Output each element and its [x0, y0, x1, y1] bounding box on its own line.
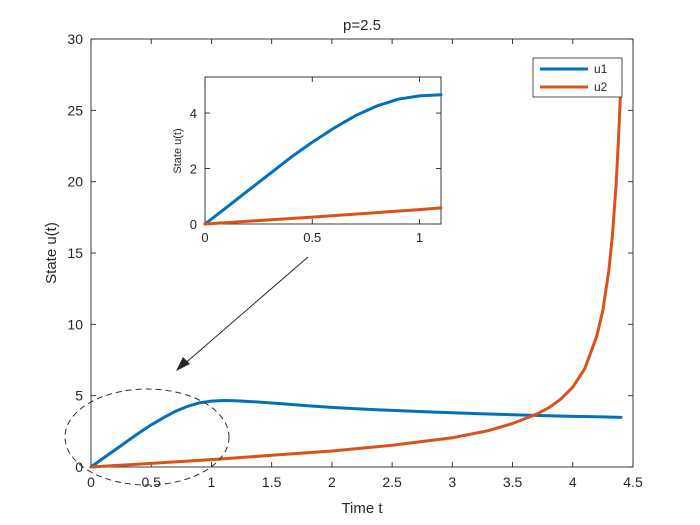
- main-x-tick-label-9: 4.5: [623, 474, 643, 490]
- inset-plot-area: [204, 76, 442, 225]
- legend-box: [532, 57, 623, 98]
- main-y-tick-label-0: 0: [75, 459, 83, 475]
- main-x-tick-label-7: 3.5: [503, 474, 523, 490]
- zoom-arrow-head: [176, 357, 190, 371]
- main-y-tick-label-1: 5: [75, 388, 83, 404]
- inset-y-tick-label-2: 4: [190, 106, 197, 121]
- legend-u2-label: u2: [594, 80, 608, 94]
- inset-x-tick-label-0: 0: [201, 230, 208, 245]
- main-x-tick-label-0: 0: [87, 474, 95, 490]
- main-x-tick-label-1: 0.5: [141, 474, 161, 490]
- main-y-tick-label-5: 25: [67, 102, 83, 118]
- legend-u1-label: u1: [594, 62, 608, 76]
- main-series: [89, 80, 623, 469]
- chart-title: p=2.5: [343, 17, 381, 34]
- main-y-tick-label-3: 15: [67, 245, 83, 261]
- main-y-tick-label-4: 20: [67, 174, 83, 190]
- inset-axes: 0 0.5 1 0 2 4 State u(t): [172, 76, 443, 245]
- zoom-arrow: [176, 256, 309, 371]
- main-x-tick-label-4: 2: [328, 474, 336, 490]
- main-x-tick-label-5: 2.5: [382, 474, 402, 490]
- main-y-tick-label-2: 10: [67, 316, 83, 332]
- main-x-tick-label-3: 1.5: [262, 474, 282, 490]
- y-axis-label: State u(t): [43, 222, 60, 284]
- main-x-tick-label-6: 3: [448, 474, 456, 490]
- inset-series-line-u2: [203, 206, 443, 226]
- inset-y-tick-label-0: 0: [190, 217, 197, 232]
- zoom-region-ellipse: [64, 388, 230, 486]
- main-y-tick-label-6: 30: [67, 31, 83, 47]
- main-series-line-u2: [89, 80, 623, 469]
- inset-y-tick-label-1: 2: [190, 162, 197, 177]
- inset-series-line-u1: [203, 93, 443, 226]
- inset-x-tick-label-1: 0.5: [303, 230, 321, 245]
- legend: u1 u2: [532, 57, 623, 98]
- main-series-line-u1: [89, 399, 623, 469]
- x-axis-label: Time t: [341, 500, 383, 517]
- inset-series: [203, 93, 443, 226]
- zoom-arrow-line: [181, 256, 309, 367]
- main-x-tick-label-2: 1: [208, 474, 216, 490]
- main-x-tick-label-8: 4: [569, 474, 577, 490]
- inset-x-tick-label-2: 1: [416, 230, 423, 245]
- inset-y-axis-label: State u(t): [172, 128, 184, 173]
